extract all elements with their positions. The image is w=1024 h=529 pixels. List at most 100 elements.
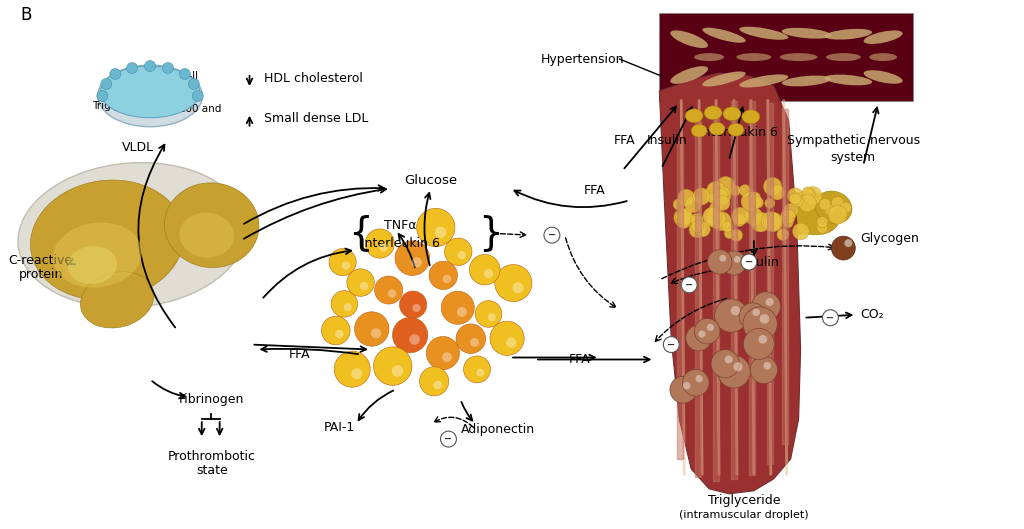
Circle shape [725,355,732,363]
Circle shape [495,264,531,302]
Text: B-100 and: B-100 and [168,104,221,114]
Circle shape [770,185,784,200]
Circle shape [683,382,690,389]
Ellipse shape [723,107,741,121]
Ellipse shape [687,184,752,233]
Circle shape [440,431,457,447]
Ellipse shape [31,180,184,300]
Ellipse shape [671,30,708,48]
Circle shape [366,229,394,258]
Text: HDL cholesterol: HDL cholesterol [264,72,364,86]
FancyBboxPatch shape [659,13,913,101]
Text: C-reactive: C-reactive [8,253,73,267]
Circle shape [544,227,560,243]
Circle shape [707,208,722,223]
Circle shape [707,193,718,203]
Circle shape [819,198,830,210]
Circle shape [689,221,706,238]
Circle shape [347,269,375,296]
Text: {: { [348,214,374,252]
Circle shape [489,321,524,355]
Circle shape [179,69,190,79]
Circle shape [193,90,203,102]
Ellipse shape [826,53,861,61]
Circle shape [673,199,685,210]
Circle shape [743,329,774,359]
Circle shape [374,347,412,385]
Circle shape [765,198,775,208]
Circle shape [799,195,816,212]
Circle shape [753,308,760,316]
Circle shape [127,62,137,74]
Text: Fibrinogen: Fibrinogen [179,393,245,406]
Circle shape [722,221,733,232]
Circle shape [715,299,748,332]
Circle shape [670,376,696,403]
Circle shape [163,62,173,74]
Circle shape [783,204,798,218]
Circle shape [759,335,767,344]
Text: −: − [744,257,753,267]
Circle shape [392,365,403,377]
Circle shape [426,336,460,370]
Circle shape [484,269,494,278]
Circle shape [379,243,388,252]
Ellipse shape [781,28,831,39]
Circle shape [144,61,156,71]
Circle shape [674,208,692,227]
Circle shape [694,221,711,237]
Circle shape [709,211,726,229]
Ellipse shape [100,66,200,118]
Circle shape [761,212,780,231]
Text: −: − [685,280,693,290]
Circle shape [331,290,357,317]
Circle shape [804,187,822,205]
Circle shape [724,229,734,239]
Circle shape [685,196,701,213]
Circle shape [817,223,827,233]
Circle shape [715,188,728,202]
Circle shape [751,212,770,232]
Circle shape [354,312,389,346]
Circle shape [351,368,362,379]
Circle shape [731,207,750,225]
Ellipse shape [739,26,788,40]
Ellipse shape [68,246,117,284]
Ellipse shape [702,28,745,43]
Circle shape [683,369,709,396]
Circle shape [676,213,691,229]
Circle shape [110,69,121,79]
Circle shape [433,381,442,389]
Text: FFA: FFA [613,134,635,147]
Circle shape [712,212,731,231]
Circle shape [760,314,769,324]
Circle shape [441,291,474,324]
Text: protein: protein [18,268,62,281]
Circle shape [708,250,732,274]
Text: Hypertension: Hypertension [541,52,625,66]
Text: −: − [668,340,676,350]
Circle shape [695,375,702,382]
Text: Insulin: Insulin [647,134,688,147]
Circle shape [764,212,783,232]
Circle shape [741,254,757,270]
Circle shape [731,306,740,315]
Text: B: B [20,6,32,24]
Circle shape [715,196,730,211]
Circle shape [698,331,706,338]
Circle shape [678,189,694,206]
Circle shape [802,187,813,198]
Circle shape [739,303,766,330]
Circle shape [188,78,200,89]
Ellipse shape [685,109,703,123]
Text: −: − [548,230,556,240]
Circle shape [464,356,490,383]
Circle shape [420,367,449,396]
Circle shape [506,338,516,348]
Circle shape [780,209,796,224]
Circle shape [707,181,726,200]
Circle shape [691,216,701,226]
Text: Insulin: Insulin [738,256,779,269]
Circle shape [469,254,500,285]
Text: Triglyceride: Triglyceride [92,101,153,111]
